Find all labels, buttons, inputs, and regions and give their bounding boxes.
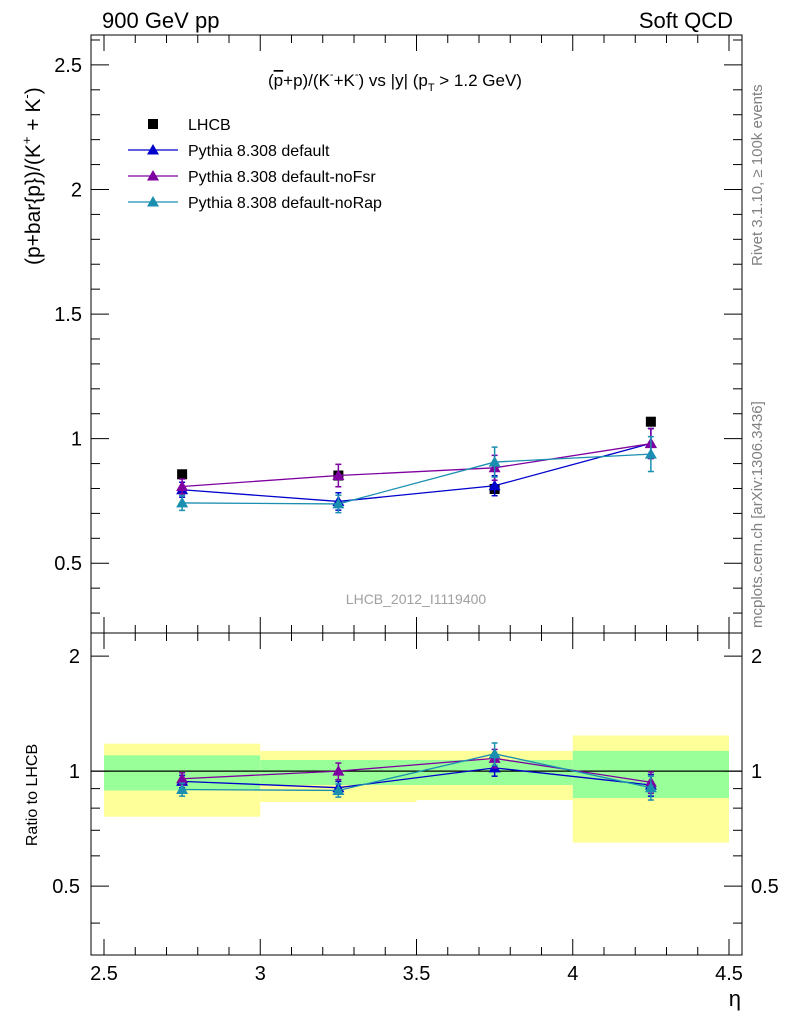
data-point-mc [488, 456, 501, 467]
legend-marker [147, 196, 159, 207]
x-tick-label: 2.5 [90, 963, 118, 985]
ratio-y-tick-label-right: 0.5 [751, 876, 779, 898]
series-line [182, 442, 652, 503]
data-point-mc [488, 479, 501, 491]
ratio-data-point [332, 765, 345, 776]
x-tick-label: 4.5 [715, 963, 743, 985]
x-tick-label: 4 [567, 963, 578, 985]
ratio-data-point [332, 784, 345, 795]
legend-marker [147, 144, 159, 155]
main-y-tick-label: 1.5 [54, 304, 82, 326]
series-line [182, 453, 651, 505]
ratio-y-tick-label: 2 [69, 646, 80, 668]
data-point-mc [176, 480, 189, 491]
data-point-lhcb [177, 469, 188, 480]
ratio-y-tick-label-right: 1 [751, 761, 762, 783]
x-axis-label: η [729, 986, 741, 1011]
data-point-mc [176, 496, 189, 508]
series-line [182, 442, 651, 488]
ratio-data-point [644, 781, 657, 793]
main-series [176, 416, 657, 514]
ratio-y-axis-label: Ratio to LHCB [24, 744, 41, 846]
legend-marker [148, 119, 158, 129]
header-right: Soft QCD [639, 8, 733, 33]
data-point-lhcb [645, 416, 656, 427]
legend: LHCB Pythia 8.308 default Pythia 8.308 def… [128, 117, 382, 212]
ratio-y-tick-label: 0.5 [52, 876, 80, 898]
data-point-mc [332, 469, 345, 481]
data-point-mc [644, 448, 657, 459]
axis-ticks [91, 35, 742, 955]
ratio-y-tick-label: 1 [69, 761, 80, 783]
legend-label: Pythia 8.308 default-noRap [188, 195, 382, 212]
side-text-mcplots: mcplots.cern.ch [arXiv:1306.3436] [749, 401, 766, 628]
main-y-tick-label: 1 [71, 429, 82, 451]
legend-label: LHCB [188, 117, 231, 134]
tick-labels: 2.5 3 3.5 4 4.5 0.5 1 1.5 2 2.5 0.5 0.5 1 1 2 2 [52, 55, 779, 985]
main-y-tick-label: 2 [71, 179, 82, 201]
x-tick-label: 3 [255, 963, 266, 985]
header-left: 900 GeV pp [102, 8, 219, 33]
ratio-series-line [182, 767, 651, 789]
data-point-mc [332, 497, 345, 509]
ratio-series-line [182, 753, 652, 792]
legend-label: Pythia 8.308 default-noFsr [188, 169, 376, 186]
main-y-tick-label: 2.5 [54, 55, 82, 77]
legend-marker [147, 170, 159, 181]
ratio-series [176, 742, 657, 801]
ratio-data-point [488, 747, 501, 759]
ratio-data-point [176, 772, 189, 784]
x-tick-label: 3.5 [403, 963, 431, 985]
side-text-rivet: Rivet 3.1.10, ≥ 100k events [749, 84, 766, 266]
main-y-tick-label: 0.5 [54, 553, 82, 575]
analysis-watermark: LHCB_2012_I1119400 [346, 591, 487, 607]
plot-title: (p+p)/(K-+K-) vs |y| (pT > 1.2 GeV) [268, 69, 522, 94]
ratio-y-tick-label-right: 2 [751, 646, 762, 668]
ratio-data-point [176, 783, 189, 795]
main-y-axis-label: (p+bar{p})/(K+ + K-) [19, 87, 45, 265]
legend-label: Pythia 8.308 default [188, 143, 330, 160]
